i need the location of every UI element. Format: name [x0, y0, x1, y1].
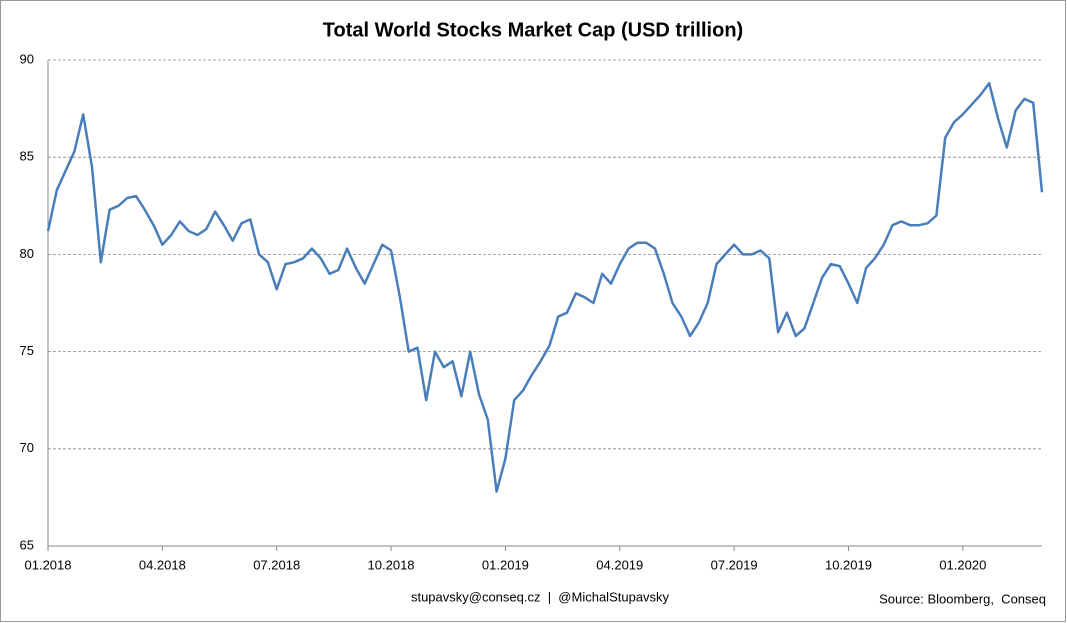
x-tick-label: 01.2020 [939, 557, 986, 572]
y-tick-label: 85 [20, 149, 34, 164]
y-tick-label: 80 [20, 246, 34, 261]
x-tick-label: 07.2018 [253, 557, 300, 572]
x-tick-label: 10.2019 [825, 557, 872, 572]
chart-title: Total World Stocks Market Cap (USD trill… [323, 19, 743, 41]
y-tick-label: 65 [20, 537, 34, 552]
x-tick-label: 04.2019 [596, 557, 643, 572]
x-tick-label: 04.2018 [139, 557, 186, 572]
x-tick-label: 01.2019 [482, 557, 529, 572]
x-tick-label: 10.2018 [368, 557, 415, 572]
x-tick-label: 01.2018 [25, 557, 72, 572]
credit: stupavsky@conseq.cz | @MichalStupavsky [411, 589, 670, 604]
y-tick-label: 70 [20, 440, 34, 455]
y-tick-label: 90 [20, 51, 34, 66]
source: Source: Bloomberg, Conseq [879, 591, 1046, 606]
line-series [46, 82, 1044, 493]
y-tick-label: 75 [20, 343, 34, 358]
x-tick-label: 07.2019 [711, 557, 758, 572]
